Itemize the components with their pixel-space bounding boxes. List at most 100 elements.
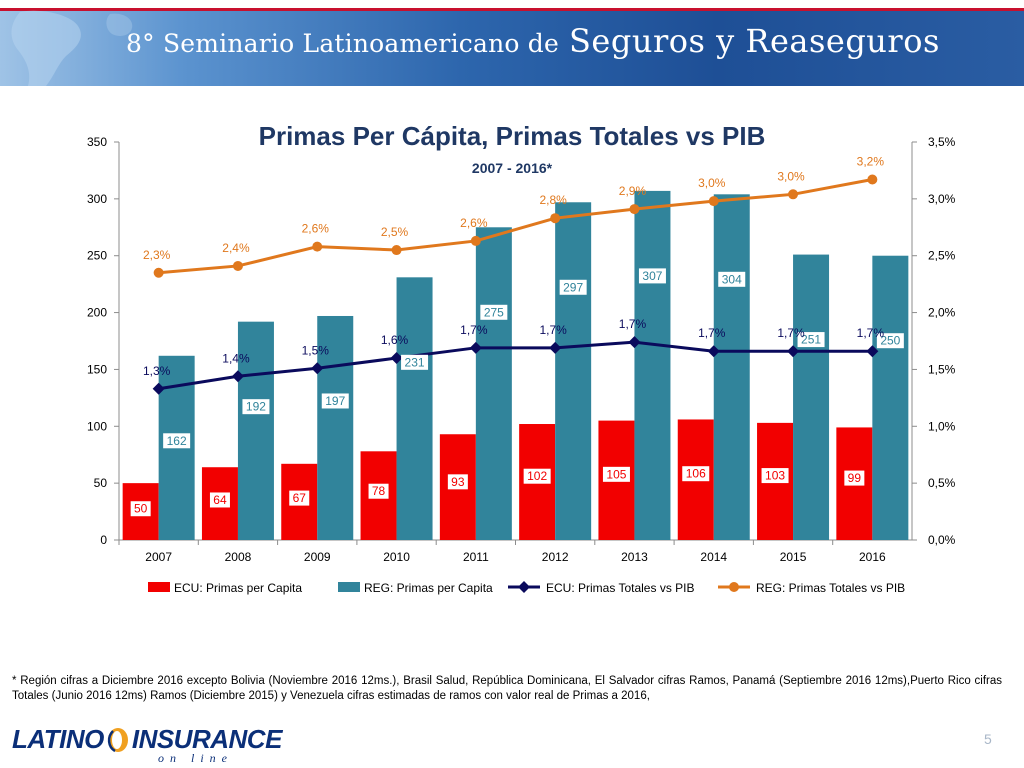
y-right-tick-label: 1,5% xyxy=(928,362,956,376)
banner-red-line xyxy=(0,8,1024,11)
legend-label: REG: Primas Totales vs PIB xyxy=(756,581,905,595)
ecu-bar-label-bg xyxy=(447,474,468,490)
y-left-tick-label: 50 xyxy=(94,476,108,490)
ecu-line-label: 1,5% xyxy=(302,343,330,357)
ecu-bar-label: 106 xyxy=(686,467,706,481)
y-left-tick-label: 250 xyxy=(87,249,107,263)
legend-swatch xyxy=(148,582,170,592)
reg-bar xyxy=(475,227,512,541)
ecu-bar-label: 78 xyxy=(372,484,386,498)
ecu-bar-label-bg xyxy=(130,501,151,517)
chart-legend: ECU: Primas per Capita REG: Primas per Ca… xyxy=(148,581,905,595)
y-left-tick-label: 200 xyxy=(87,306,107,320)
ecu-line-label: 1,4% xyxy=(222,351,250,365)
y-right-tick-label: 2,5% xyxy=(928,249,956,263)
ecu-line-label: 1,3% xyxy=(143,364,171,378)
x-tick-label: 2011 xyxy=(463,550,489,564)
reg-line-point xyxy=(232,260,243,271)
ecu-bar-label-bg xyxy=(844,470,865,486)
x-tick-label: 2014 xyxy=(700,550,727,564)
reg-bar-label-bg xyxy=(718,271,746,287)
reg-bar-label: 251 xyxy=(801,333,821,347)
reg-bar-label-bg xyxy=(797,332,825,348)
logo-text-right: INSURANCE xyxy=(131,724,283,754)
ecu-line-label: 1,7% xyxy=(857,326,885,340)
ecu-line-point xyxy=(866,345,879,358)
reg-bar-label: 297 xyxy=(563,280,583,294)
reg-line-label: 3,0% xyxy=(777,169,805,183)
reg-line-point xyxy=(391,245,402,256)
banner-title-main: Seguros y Reaseguros xyxy=(568,22,940,60)
ecu-line-point xyxy=(707,345,720,358)
chart-axes: 0 50 100 150 200 250 300 350 0,0% 0,5% 1,0% 1,5% 2,0… xyxy=(87,135,956,564)
ecu-line-label: 1,7% xyxy=(619,317,647,331)
reg-bar xyxy=(872,255,909,540)
banner-title-prefix: 8° Seminario Latinoamericano de xyxy=(126,29,559,58)
reg-bar xyxy=(317,315,354,540)
banner-title: 8° Seminario Latinoamericano de Seguros … xyxy=(126,22,1016,68)
combo-chart: Primas Per Cápita, Primas Totales vs PIB… xyxy=(87,121,956,595)
reg-bar-label: 307 xyxy=(642,269,662,283)
reg-line xyxy=(158,178,873,275)
ecu-bar-label-bg xyxy=(602,466,630,482)
ecu-bar-label: 103 xyxy=(765,469,785,483)
latino-insurance-logo: LATINO INSURANCE on line xyxy=(12,720,282,766)
y-left-tick-label: 300 xyxy=(87,192,107,206)
ecu-line-label: 1,7% xyxy=(698,326,726,340)
reg-bar xyxy=(237,321,274,540)
x-tick-label: 2013 xyxy=(621,550,648,564)
y-left-tick-label: 100 xyxy=(87,419,107,433)
ecu-line-point xyxy=(469,341,482,354)
reg-bar-label: 250 xyxy=(880,334,900,348)
y-right-tick-label: 1,0% xyxy=(928,419,956,433)
y-left-tick-label: 150 xyxy=(87,362,107,376)
legend-label: ECU: Primas Totales vs PIB xyxy=(546,581,695,595)
ecu-bar-label: 102 xyxy=(527,469,547,483)
reg-bar-label-bg xyxy=(163,433,191,449)
reg-line-point xyxy=(550,213,561,224)
reg-bar-label-bg xyxy=(401,354,429,370)
reg-line-label: 2,8% xyxy=(539,193,567,207)
logo-subtitle: on line xyxy=(158,751,233,765)
ecu-bar-label-bg xyxy=(289,490,310,506)
ecu-bar-label-bg xyxy=(209,492,230,508)
y-left-tick-label: 350 xyxy=(87,135,107,149)
legend-swatch xyxy=(338,582,360,592)
reg-bar-label-bg xyxy=(321,393,349,409)
globe-map-icon xyxy=(11,10,133,86)
x-tick-label: 2010 xyxy=(383,550,410,564)
reg-line-label: 2,4% xyxy=(222,241,250,255)
x-tick-label: 2015 xyxy=(780,550,807,564)
ecu-line-point xyxy=(311,362,324,375)
reg-bar-label: 304 xyxy=(722,272,742,286)
reg-bar-label-bg xyxy=(480,304,508,320)
y-left-tick-label: 0 xyxy=(100,533,107,547)
reg-line-point xyxy=(867,174,878,185)
ecu-line-label: 1,6% xyxy=(381,333,409,347)
y-right-tick-label: 3,5% xyxy=(928,135,956,149)
reg-bar xyxy=(396,277,433,540)
ecu-bar-label: 99 xyxy=(848,471,862,485)
x-tick-label: 2016 xyxy=(859,550,886,564)
x-tick-label: 2009 xyxy=(304,550,331,564)
footnote: * Región cifras a Diciembre 2016 excepto… xyxy=(12,675,1002,702)
ecu-line-point xyxy=(549,341,562,354)
reg-line-label: 2,9% xyxy=(619,184,647,198)
chart-title: Primas Per Cápita, Primas Totales vs PIB xyxy=(259,121,766,151)
ecu-bar-label: 93 xyxy=(451,475,465,489)
x-tick-label: 2007 xyxy=(145,550,172,564)
reg-line-point xyxy=(153,267,164,278)
ecu-line-point xyxy=(152,382,165,395)
ecu-line-point xyxy=(231,370,244,383)
x-tick-label: 2008 xyxy=(225,550,252,564)
ecu-line-label: 1,7% xyxy=(460,323,488,337)
chart-data-labels: 50 64 67 78 93 102 105 106 103 99 162 192 197 231 275 2… xyxy=(130,155,904,517)
y-right-tick-label: 0,0% xyxy=(928,533,956,547)
reg-line-point xyxy=(470,235,481,246)
reg-bar-label: 192 xyxy=(246,400,266,414)
reg-line-point xyxy=(708,196,719,207)
reg-line-label: 2,6% xyxy=(460,216,488,230)
reg-bar xyxy=(555,202,592,541)
y-right-tick-label: 3,0% xyxy=(928,192,956,206)
y-right-tick-label: 2,0% xyxy=(928,306,956,320)
